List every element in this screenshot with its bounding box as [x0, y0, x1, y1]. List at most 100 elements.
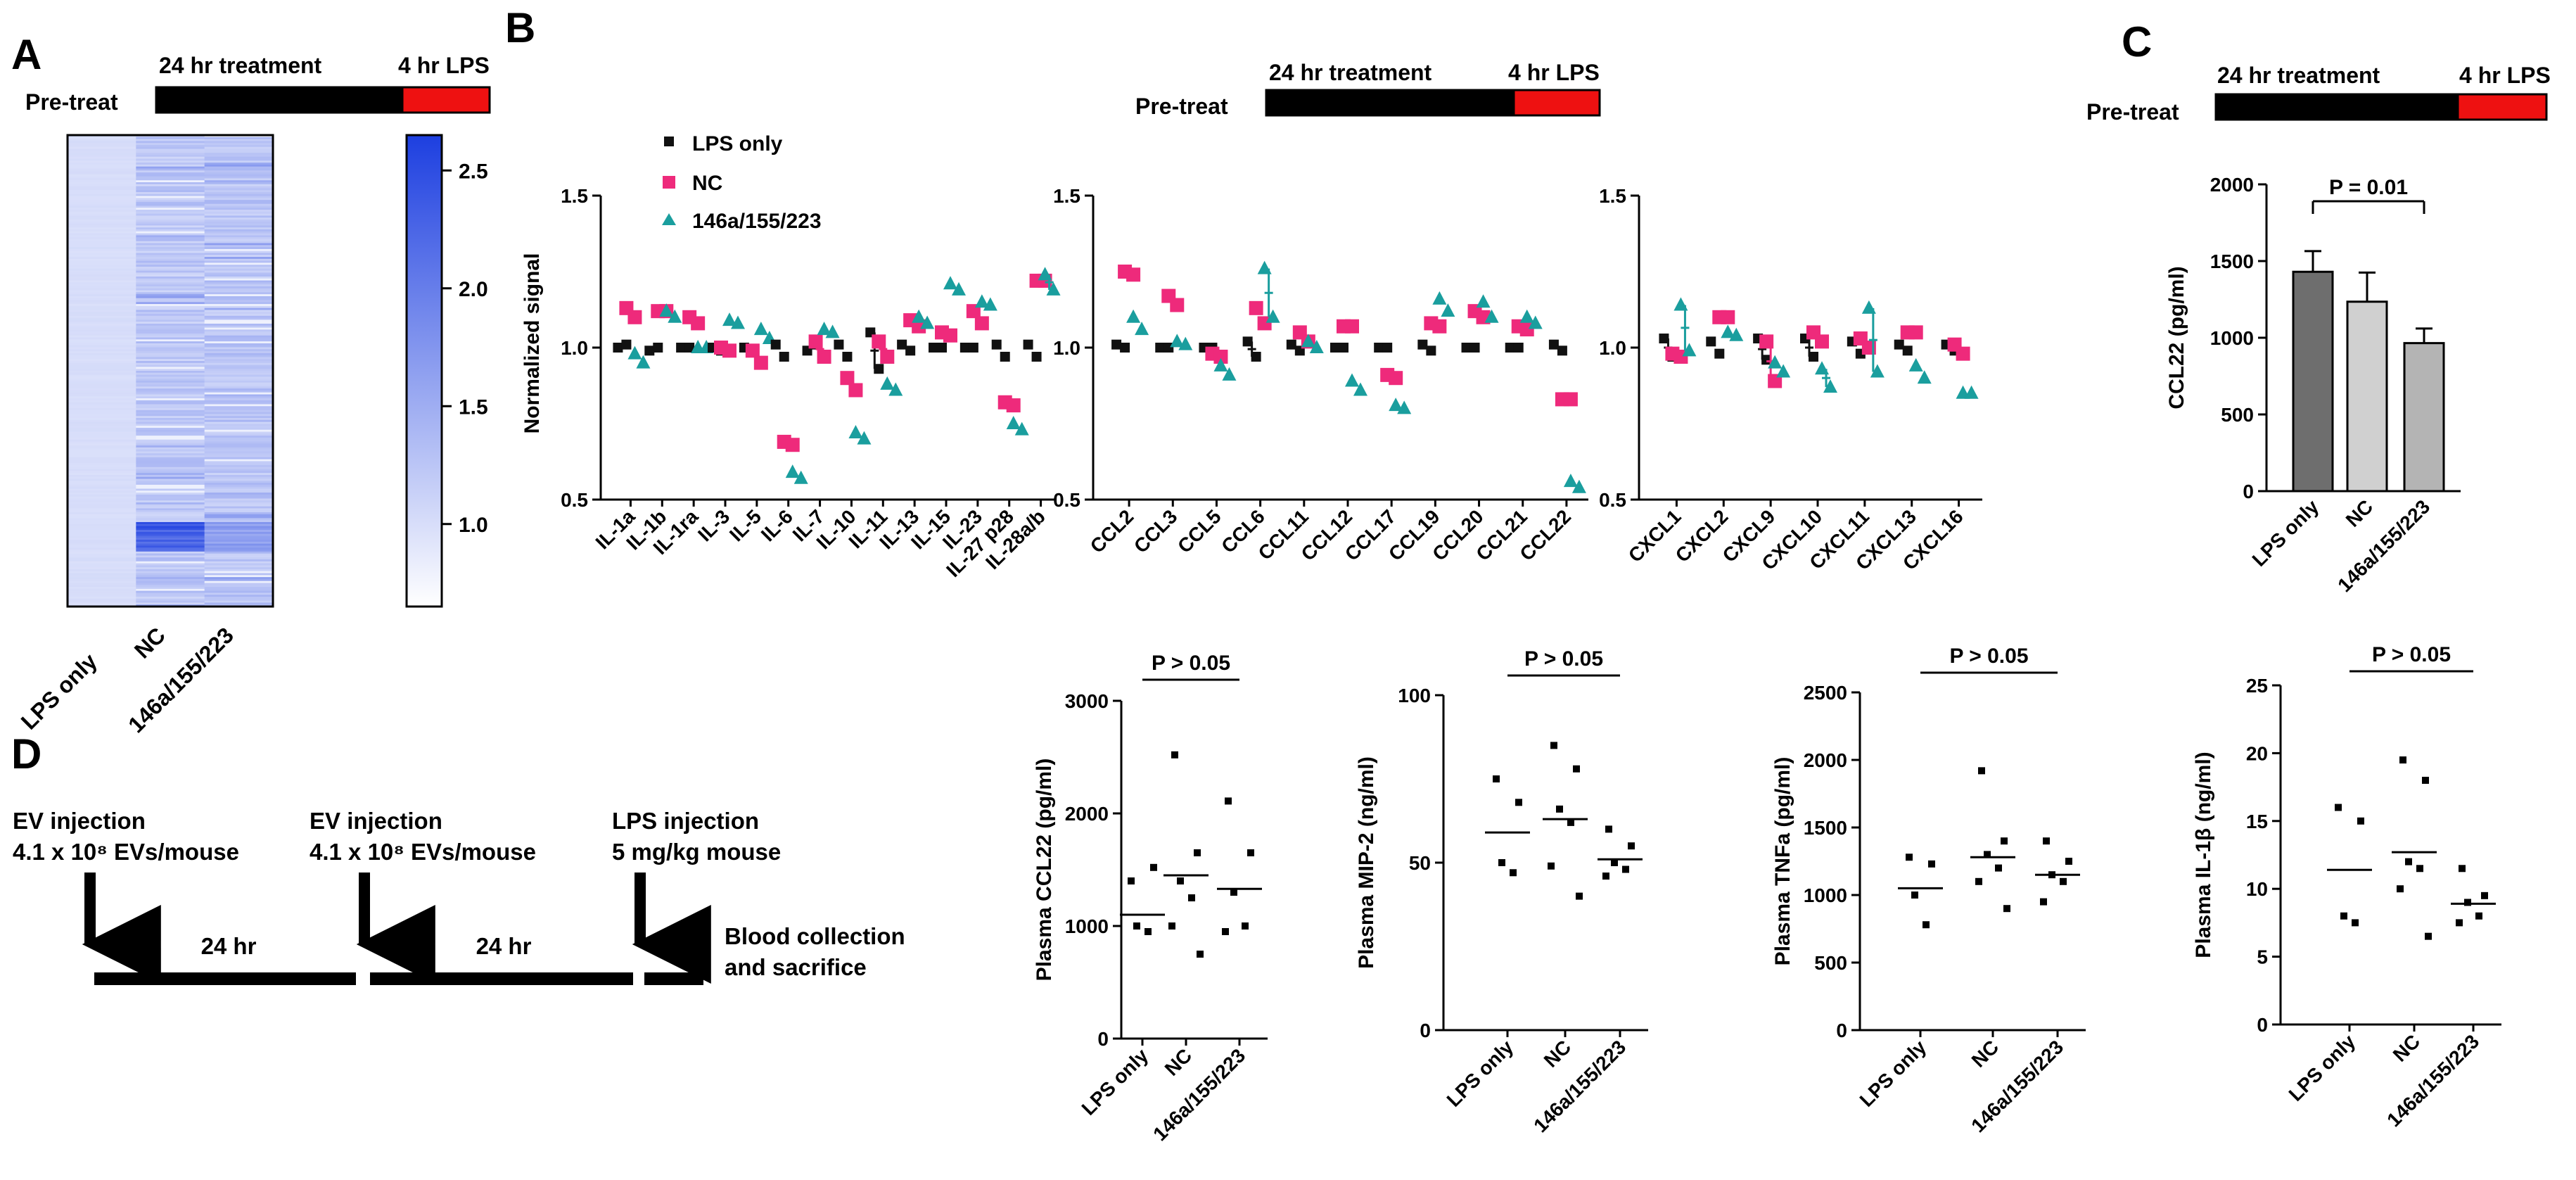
heatmap-cell [68, 203, 136, 206]
heatmap-cell [68, 317, 136, 320]
heatmap-cell [68, 520, 136, 523]
heatmap-cell [204, 327, 274, 330]
y-tick-label: 20 [2246, 742, 2268, 764]
heatmap-cell [204, 567, 274, 570]
heatmap-cell [136, 274, 205, 277]
heatmap-cell [68, 498, 136, 501]
heatmap-cells [68, 135, 274, 607]
heatmap-cell [136, 376, 205, 379]
heatmap-cell [204, 353, 274, 356]
heatmap-cell [136, 164, 205, 167]
heatmap-cell [136, 260, 205, 263]
heatmap-cell [204, 382, 274, 386]
data-point [1150, 863, 1157, 871]
heatmap-cell [204, 476, 274, 480]
heatmap-cell [136, 215, 205, 218]
heatmap-cell [68, 490, 136, 493]
heatmap-cell [68, 257, 136, 260]
heatmap-cell [68, 302, 136, 305]
timeline-pretreat-label: Pre-treat [25, 89, 118, 115]
heatmap-cell [68, 372, 136, 376]
heatmap-cell [136, 257, 205, 260]
heatmap-cell [136, 557, 205, 560]
heatmap-cell [136, 146, 205, 150]
data-point [691, 316, 706, 331]
injection-label: LPS injection [612, 808, 759, 834]
heatmap-cell [68, 331, 136, 334]
chart-plasma-il1b: 0 5 10 15 20 25 Plasma IL-1β (ng/ml) LPS only NC… [2192, 643, 2501, 1131]
heatmap-cell [68, 429, 136, 433]
heatmap-cell [204, 571, 274, 574]
heatmap-cell [68, 272, 136, 275]
heatmap-cell [136, 398, 205, 401]
timeline-lps-bar [401, 86, 491, 114]
heatmap-cell [68, 414, 136, 417]
heatmap-cell [68, 223, 136, 226]
data-point [1928, 860, 1935, 868]
data-point [745, 343, 760, 358]
heatmap-cell [136, 341, 205, 344]
data-point [2003, 905, 2010, 913]
heatmap-cell [136, 575, 205, 578]
data-point [1023, 339, 1033, 350]
y-axis-label: Plasma IL-1β (ng/ml) [2192, 751, 2215, 958]
heatmap-cell [204, 255, 274, 258]
data-point [1163, 343, 1174, 353]
heatmap-cell [136, 388, 205, 391]
heatmap-cell [136, 296, 205, 299]
heatmap-cell [68, 235, 136, 238]
data-point [1673, 297, 1688, 311]
heatmap-cell [204, 451, 274, 454]
heatmap-cell [68, 469, 136, 471]
data-point [848, 383, 863, 398]
heatmap-cell [68, 160, 136, 163]
data-point [1861, 300, 1876, 314]
heatmap-cell [204, 504, 274, 507]
heatmap-cell [204, 575, 274, 578]
heatmap-cell [204, 578, 274, 582]
heatmap-cell [136, 166, 205, 169]
heatmap-cell [136, 314, 205, 317]
heatmap-cell [68, 535, 136, 538]
heatmap-cell [136, 225, 205, 228]
heatmap-cell [68, 394, 136, 397]
heatmap-cell [68, 559, 136, 562]
heatmap-cell [204, 141, 274, 144]
heatmap-cell [204, 286, 274, 289]
heatmap-cell [136, 153, 205, 156]
data-point [793, 470, 808, 484]
data-point [1908, 357, 1923, 372]
heatmap-cell [136, 587, 205, 590]
data-point [1144, 928, 1152, 935]
heatmap-cell [68, 180, 136, 183]
y-tick-label: 0 [1097, 1028, 1109, 1050]
timeline-b: 24 hr treatment 4 hr LPS Pre-treat [1135, 60, 1601, 119]
heatmap-cell [204, 194, 274, 197]
heatmap-cell [204, 322, 274, 324]
heatmap-cell [204, 258, 274, 262]
heatmap-cell [68, 493, 136, 495]
heatmap-cell [136, 439, 205, 442]
y-tick-label: 2000 [1804, 749, 1847, 771]
heatmap-cell [136, 441, 205, 444]
x-tick-label: CXCL1 [1624, 505, 1685, 566]
heatmap-cell [136, 292, 205, 295]
x-tick-label: NC [1161, 1044, 1197, 1080]
heatmap-cell [136, 510, 205, 513]
data-point [1194, 849, 1201, 856]
data-point [1242, 922, 1249, 930]
heatmap-cell [136, 577, 205, 580]
heatmap-cell [136, 585, 205, 588]
heatmap-cell [68, 528, 136, 531]
heatmap-cell [68, 213, 136, 216]
data-point [1461, 343, 1472, 353]
heatmap-cell [204, 180, 274, 183]
data-point [1389, 398, 1403, 412]
heatmap-cell [136, 543, 205, 546]
heatmap-cell [68, 439, 136, 442]
heatmap-cell [68, 538, 136, 540]
data-point [2040, 898, 2047, 906]
data-point [880, 349, 895, 364]
data-point [627, 345, 642, 360]
heatmap-cell [136, 135, 205, 138]
